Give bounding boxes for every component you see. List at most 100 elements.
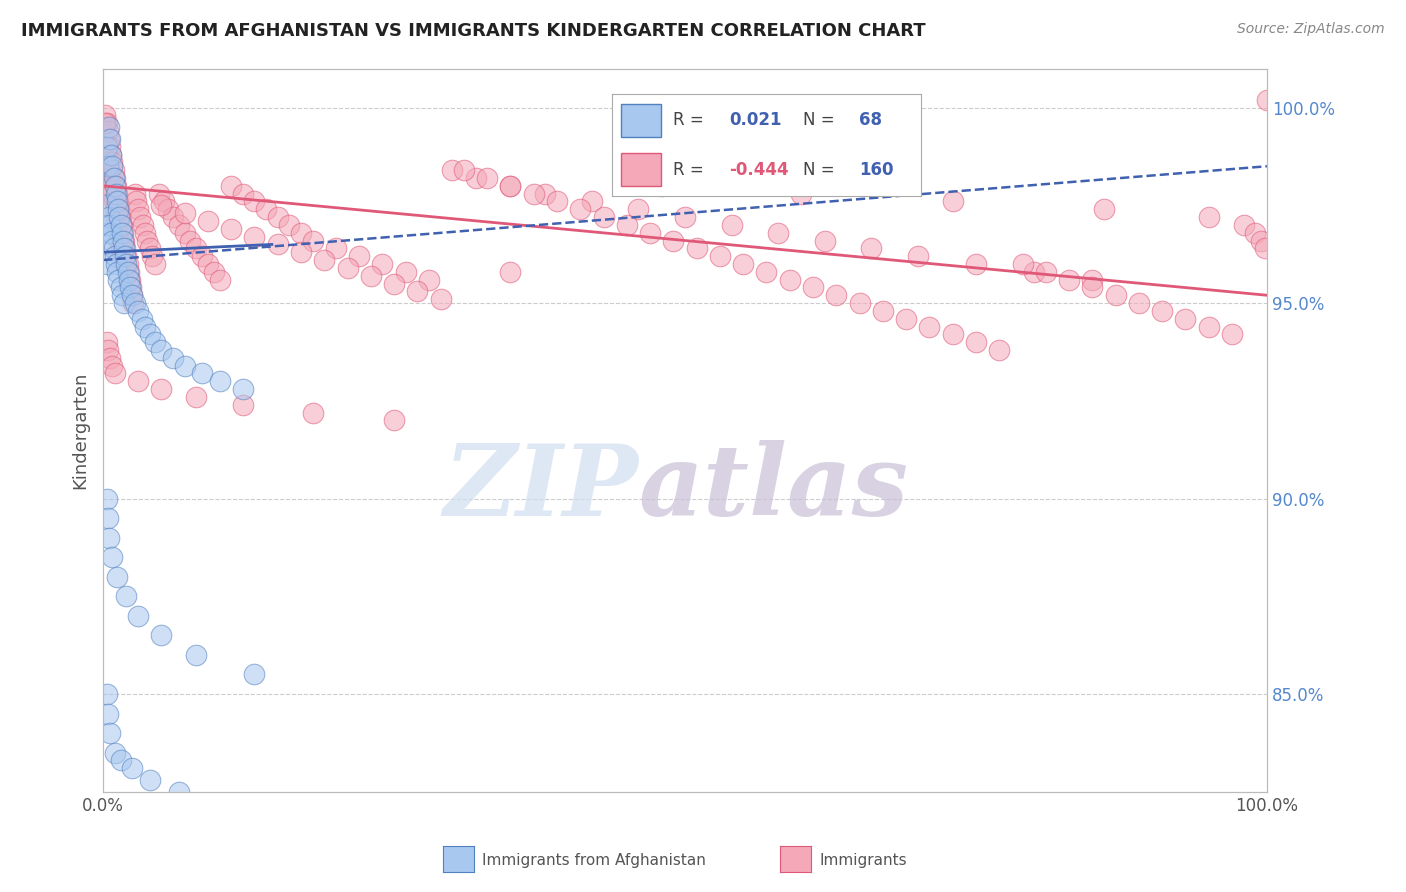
Point — [872, 304, 894, 318]
Point — [100, 147, 122, 161]
Point — [96, 198, 118, 212]
Point — [1253, 241, 1275, 255]
Point — [173, 206, 195, 220]
FancyBboxPatch shape — [621, 153, 661, 186]
Point — [1244, 226, 1267, 240]
Point — [105, 218, 128, 232]
Point — [105, 265, 128, 279]
Point — [104, 257, 127, 271]
Point — [325, 241, 347, 255]
Point — [627, 202, 650, 217]
Point — [120, 280, 142, 294]
Point — [616, 218, 638, 232]
Point — [755, 265, 778, 279]
Point — [96, 147, 118, 161]
Point — [301, 234, 323, 248]
Point — [98, 726, 121, 740]
Point — [117, 257, 139, 271]
Point — [988, 343, 1011, 357]
Point — [107, 272, 129, 286]
Point — [101, 186, 124, 201]
Point — [801, 280, 824, 294]
Point — [162, 351, 184, 365]
Point — [97, 120, 120, 135]
Point — [107, 194, 129, 209]
Point — [290, 226, 312, 240]
Point — [347, 249, 370, 263]
Point — [97, 511, 120, 525]
Point — [104, 746, 127, 760]
Point — [131, 218, 153, 232]
Point — [395, 265, 418, 279]
Text: N =: N = — [803, 161, 835, 178]
Point — [1128, 296, 1150, 310]
Point — [127, 374, 149, 388]
Point — [134, 319, 156, 334]
Point — [111, 218, 134, 232]
Point — [121, 761, 143, 775]
Point — [104, 210, 127, 224]
Text: Source: ZipAtlas.com: Source: ZipAtlas.com — [1237, 22, 1385, 37]
Point — [101, 155, 124, 169]
Point — [145, 257, 167, 271]
Point — [124, 186, 146, 201]
Point — [94, 108, 117, 122]
FancyBboxPatch shape — [621, 104, 661, 136]
Point — [94, 218, 117, 232]
Point — [173, 359, 195, 373]
Point — [125, 194, 148, 209]
Point — [825, 288, 848, 302]
Point — [107, 202, 129, 217]
Point — [96, 139, 118, 153]
Point — [569, 202, 592, 217]
Point — [141, 249, 163, 263]
Point — [111, 226, 134, 240]
Point — [382, 413, 405, 427]
Point — [110, 210, 132, 224]
Point — [122, 296, 145, 310]
Point — [111, 249, 134, 263]
Point — [1092, 202, 1115, 217]
Point — [371, 257, 394, 271]
Point — [157, 202, 180, 217]
Point — [103, 163, 125, 178]
Point — [232, 398, 254, 412]
Point — [117, 265, 139, 279]
Point — [1024, 265, 1046, 279]
Point — [918, 319, 941, 334]
Point — [124, 296, 146, 310]
Point — [1198, 319, 1220, 334]
Point — [1104, 288, 1126, 302]
Point — [118, 272, 141, 286]
Point — [942, 194, 965, 209]
Point — [103, 194, 125, 209]
Point — [115, 589, 138, 603]
Point — [733, 257, 755, 271]
Point — [382, 277, 405, 291]
Text: Immigrants from Afghanistan: Immigrants from Afghanistan — [482, 854, 706, 868]
Point — [112, 241, 135, 255]
Point — [105, 194, 128, 209]
Point — [779, 272, 801, 286]
Point — [112, 234, 135, 248]
Point — [860, 241, 883, 255]
Point — [97, 343, 120, 357]
Point — [1081, 272, 1104, 286]
Text: 68: 68 — [859, 112, 882, 129]
Point — [112, 296, 135, 310]
Text: atlas: atlas — [638, 440, 908, 536]
Text: R =: R = — [673, 161, 704, 178]
Point — [110, 218, 132, 232]
Point — [101, 550, 124, 565]
Text: N =: N = — [803, 112, 835, 129]
Point — [148, 186, 170, 201]
Point — [115, 249, 138, 263]
Point — [127, 202, 149, 217]
Point — [418, 272, 440, 286]
Point — [110, 753, 132, 767]
Point — [167, 218, 190, 232]
Point — [104, 178, 127, 193]
Point — [167, 785, 190, 799]
Text: 160: 160 — [859, 161, 894, 178]
Point — [152, 194, 174, 209]
